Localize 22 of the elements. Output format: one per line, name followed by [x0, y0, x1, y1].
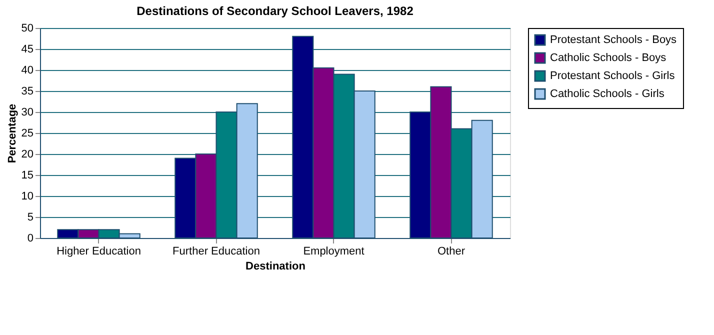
- y-tick-label: 10: [21, 190, 34, 202]
- y-tick-label: 20: [21, 148, 34, 160]
- y-tick-label: 30: [21, 106, 34, 118]
- x-axis-title: Destination: [246, 260, 306, 272]
- y-tick-label: 25: [21, 128, 34, 140]
- legend-label: Protestant Schools - Boys: [550, 34, 678, 46]
- y-tick-label: 0: [27, 232, 34, 244]
- legend-label: Protestant Schools - Girls: [550, 70, 676, 82]
- chart-title: Destinations of Secondary School Leavers, 1982: [136, 4, 414, 18]
- x-tick-label: Employment: [303, 246, 364, 258]
- y-tick-label: 40: [21, 64, 34, 76]
- legend-label: Catholic Schools - Boys: [550, 52, 667, 64]
- y-tick-label: 35: [21, 86, 34, 98]
- x-tick-label: Further Education: [172, 246, 260, 258]
- y-tick-label: 5: [27, 212, 34, 224]
- x-tick-label: Other: [437, 246, 466, 258]
- legend-label: Catholic Schools - Girls: [550, 88, 665, 100]
- y-tick-label: 45: [21, 44, 34, 56]
- x-tick-label: Higher Education: [56, 246, 141, 258]
- y-tick-label: 50: [21, 22, 34, 34]
- y-axis-title: Percentage: [6, 104, 18, 164]
- y-tick-label: 15: [21, 170, 34, 182]
